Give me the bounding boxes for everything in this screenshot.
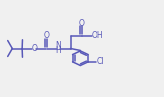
Text: O: O bbox=[79, 19, 85, 28]
Text: Cl: Cl bbox=[97, 57, 104, 66]
Text: N: N bbox=[55, 41, 61, 50]
Text: O: O bbox=[31, 44, 37, 53]
Text: O: O bbox=[44, 31, 50, 40]
Text: H: H bbox=[55, 46, 61, 55]
Text: OH: OH bbox=[92, 31, 103, 40]
